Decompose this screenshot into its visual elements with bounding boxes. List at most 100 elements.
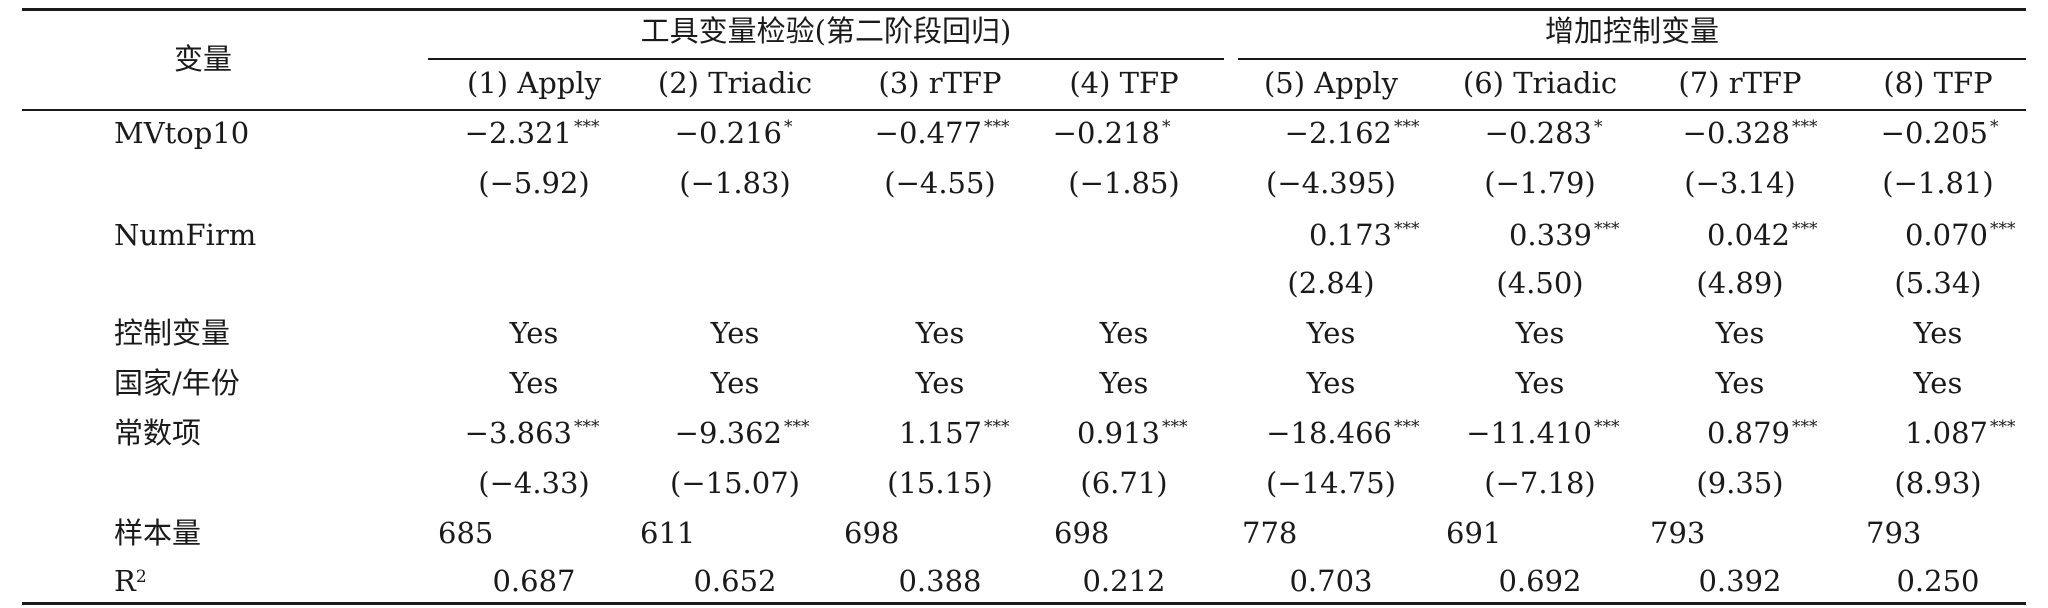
constant-coef-3-value: 1.157 bbox=[898, 416, 982, 450]
column-header-3: (3) rTFP bbox=[878, 66, 1002, 100]
constant-tstat-1: (−4.33) bbox=[478, 466, 590, 500]
column-header-7: (7) rTFP bbox=[1678, 66, 1802, 100]
r2-value-6: 0.692 bbox=[1498, 564, 1582, 598]
r2-letter: R bbox=[114, 564, 136, 598]
sample-size-1: 685 bbox=[438, 516, 494, 550]
mvtop10-coef-4-value: −0.218 bbox=[1052, 116, 1160, 150]
constant-coef-4-value: 0.913 bbox=[1076, 416, 1160, 450]
constant-coef-2-value: −9.362 bbox=[674, 416, 782, 450]
row-label-constant: 常数项 bbox=[114, 416, 202, 450]
controls-value-4: Yes bbox=[1099, 316, 1149, 350]
mvtop10-coef-3-stars: *** bbox=[984, 117, 1010, 137]
constant-coef-4: 0.913 *** bbox=[1077, 416, 1196, 450]
mvtop10-coef-8-value: −0.205 bbox=[1880, 116, 1988, 150]
r2-value-8: 0.250 bbox=[1896, 564, 1980, 598]
group-header-iv: 工具变量检验(第二阶段回归) bbox=[640, 14, 1012, 48]
constant-coef-2: −9.362 *** bbox=[675, 416, 818, 450]
mvtop10-coef-3-value: −0.477 bbox=[874, 116, 982, 150]
constant-coef-5-value: −18.466 bbox=[1266, 416, 1392, 450]
mvtop10-coef-7-stars: *** bbox=[1792, 117, 1818, 137]
numfirm-tstat-5: (2.84) bbox=[1287, 266, 1375, 300]
numfirm-coef-8: 0.070 *** bbox=[1905, 218, 2024, 252]
mvtop10-coef-4-stars: * bbox=[1162, 117, 1171, 137]
constant-coef-8-value: 1.087 bbox=[1904, 416, 1988, 450]
constant-coef-6-value: −11.410 bbox=[1466, 416, 1592, 450]
mvtop10-tstat-6: (−1.79) bbox=[1484, 166, 1596, 200]
header-rule bbox=[22, 109, 2026, 111]
mvtop10-tstat-7: (−3.14) bbox=[1684, 166, 1796, 200]
mvtop10-coef-5-stars: *** bbox=[1394, 117, 1420, 137]
mvtop10-tstat-4: (−1.85) bbox=[1068, 166, 1180, 200]
constant-coef-1: −3.863 *** bbox=[465, 416, 608, 450]
controls-value-1: Yes bbox=[509, 316, 559, 350]
r2-superscript: 2 bbox=[135, 567, 147, 587]
constant-coef-4-stars: *** bbox=[1162, 417, 1188, 437]
constant-coef-6-stars: *** bbox=[1594, 417, 1620, 437]
controls-value-6: Yes bbox=[1515, 316, 1565, 350]
controls-value-8: Yes bbox=[1913, 316, 1963, 350]
constant-coef-8: 1.087 *** bbox=[1905, 416, 2024, 450]
r2-value-1: 0.687 bbox=[492, 564, 576, 598]
numfirm-tstat-6: (4.50) bbox=[1496, 266, 1584, 300]
constant-coef-7: 0.879 *** bbox=[1707, 416, 1826, 450]
column-header-4: (4) TFP bbox=[1069, 66, 1179, 100]
constant-tstat-4: (6.71) bbox=[1080, 466, 1168, 500]
constant-coef-1-stars: *** bbox=[574, 417, 600, 437]
mvtop10-coef-2: −0.216 * bbox=[675, 116, 818, 150]
country-year-value-6: Yes bbox=[1515, 366, 1565, 400]
column-header-8: (8) TFP bbox=[1883, 66, 1993, 100]
numfirm-coef-8-value: 0.070 bbox=[1904, 218, 1988, 252]
group-underline-controls bbox=[1238, 58, 2026, 60]
constant-coef-3: 1.157 *** bbox=[899, 416, 1018, 450]
country-year-value-1: Yes bbox=[509, 366, 559, 400]
numfirm-coef-6-stars: *** bbox=[1594, 219, 1620, 239]
numfirm-coef-5: 0.173 *** bbox=[1309, 218, 1428, 252]
constant-coef-5: −18.466 *** bbox=[1266, 416, 1428, 450]
row-label-r2: R2 bbox=[114, 564, 147, 598]
constant-coef-6: −11.410 *** bbox=[1466, 416, 1628, 450]
mvtop10-coef-1-value: −2.321 bbox=[464, 116, 572, 150]
numfirm-coef-6: 0.339 *** bbox=[1509, 218, 1628, 252]
constant-tstat-7: (9.35) bbox=[1696, 466, 1784, 500]
sample-size-2: 611 bbox=[640, 516, 696, 550]
constant-coef-7-stars: *** bbox=[1792, 417, 1818, 437]
mvtop10-tstat-2: (−1.83) bbox=[679, 166, 791, 200]
r2-value-3: 0.388 bbox=[898, 564, 982, 598]
stub-header: 变量 bbox=[173, 42, 233, 76]
mvtop10-coef-7: −0.328 *** bbox=[1683, 116, 1826, 150]
numfirm-tstat-8: (5.34) bbox=[1894, 266, 1982, 300]
constant-coef-3-stars: *** bbox=[984, 417, 1010, 437]
numfirm-tstat-7: (4.89) bbox=[1696, 266, 1784, 300]
row-label-controls: 控制变量 bbox=[114, 316, 231, 350]
constant-coef-5-stars: *** bbox=[1394, 417, 1420, 437]
mvtop10-tstat-8: (−1.81) bbox=[1882, 166, 1994, 200]
sample-size-7: 793 bbox=[1650, 516, 1706, 550]
constant-tstat-5: (−14.75) bbox=[1266, 466, 1396, 500]
constant-coef-8-stars: *** bbox=[1990, 417, 2016, 437]
controls-value-5: Yes bbox=[1306, 316, 1356, 350]
column-header-2: (2) Triadic bbox=[657, 66, 813, 100]
mvtop10-coef-8: −0.205 * bbox=[1881, 116, 2024, 150]
column-header-6: (6) Triadic bbox=[1462, 66, 1618, 100]
row-label-mvtop10: MVtop10 bbox=[114, 116, 250, 150]
mvtop10-coef-6: −0.283 * bbox=[1485, 116, 1628, 150]
r2-value-7: 0.392 bbox=[1698, 564, 1782, 598]
mvtop10-coef-2-stars: * bbox=[784, 117, 793, 137]
mvtop10-tstat-1: (−5.92) bbox=[478, 166, 590, 200]
sample-size-3: 698 bbox=[844, 516, 900, 550]
mvtop10-coef-1-stars: *** bbox=[574, 117, 600, 137]
numfirm-coef-5-stars: *** bbox=[1394, 219, 1420, 239]
mvtop10-tstat-5: (−4.395) bbox=[1266, 166, 1396, 200]
sample-size-4: 698 bbox=[1054, 516, 1110, 550]
column-header-5: (5) Apply bbox=[1263, 66, 1399, 100]
country-year-value-2: Yes bbox=[710, 366, 760, 400]
mvtop10-coef-6-value: −0.283 bbox=[1484, 116, 1592, 150]
mvtop10-coef-2-value: −0.216 bbox=[674, 116, 782, 150]
constant-tstat-3: (15.15) bbox=[887, 466, 993, 500]
bottom-rule bbox=[22, 602, 2026, 605]
numfirm-coef-6-value: 0.339 bbox=[1508, 218, 1592, 252]
country-year-value-8: Yes bbox=[1913, 366, 1963, 400]
mvtop10-coef-7-value: −0.328 bbox=[1682, 116, 1790, 150]
mvtop10-coef-8-stars: * bbox=[1990, 117, 1999, 137]
country-year-value-5: Yes bbox=[1306, 366, 1356, 400]
